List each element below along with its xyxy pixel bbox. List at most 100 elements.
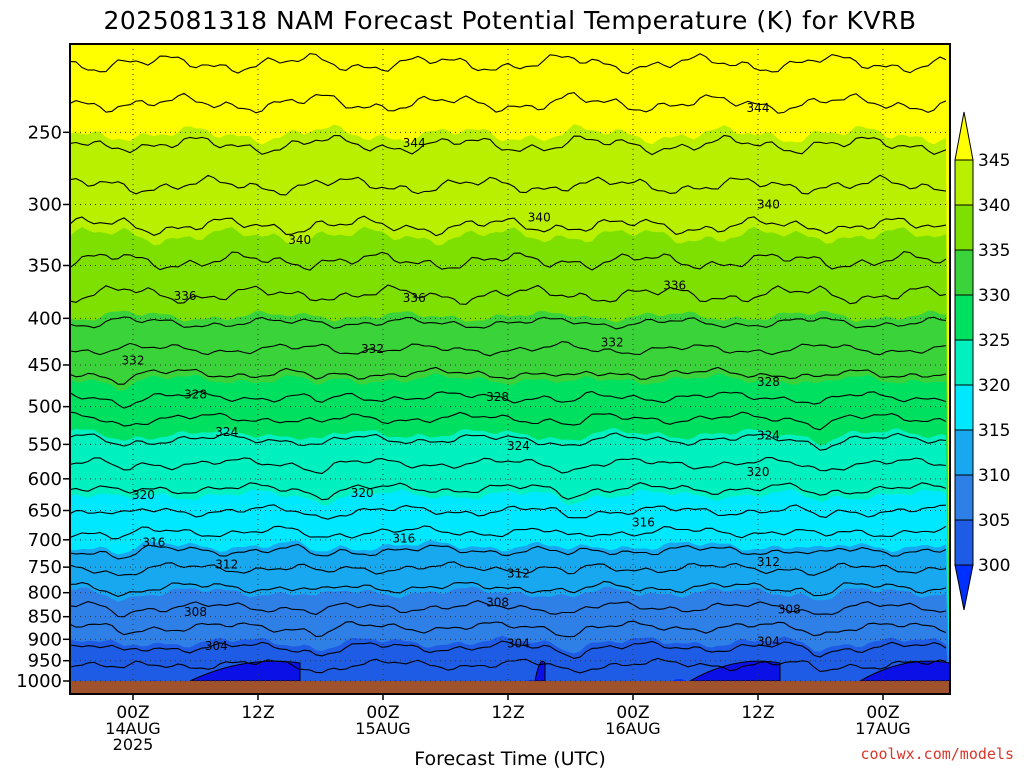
y-tick-label: 350 [28,255,62,276]
fill-band [688,660,781,682]
contour-label: 308 [184,605,207,619]
colorbar-swatch [954,519,974,566]
contour-label: 312 [215,557,238,571]
ground-fill [70,681,950,694]
x-tick-label: 15AUG [355,719,410,738]
colorbar-label: 310 [978,466,1010,486]
plot-frame [69,43,951,695]
contour-label: 340 [288,233,311,247]
y-tick-label: 300 [28,194,62,215]
contour-line [70,543,947,560]
x-tick-label: 17AUG [855,719,910,738]
contour-line [70,411,947,431]
colorbar: 300 305 310 315 320 325 330 335 340 345 [954,111,1010,611]
colorbar-label: 325 [978,331,1010,351]
contour-line [70,620,947,638]
fill-band [189,660,301,682]
contour-label: 344 [747,101,770,115]
contour-label: 332 [361,342,384,356]
contour-line [70,600,947,618]
y-tick-label: 450 [28,355,62,376]
contour-label: 320 [132,488,155,502]
colorbar-label: 300 [978,556,1010,576]
y-tick-label: 400 [28,308,62,329]
x-tick-label: 16AUG [605,719,660,738]
contour-line [70,92,947,114]
x-tick-label: 14AUG [105,719,160,738]
contour-line [70,432,947,451]
contour-label: 316 [392,532,415,546]
x-tick-label: 12Z [241,703,274,723]
contour-line [70,504,947,520]
contour-label: 332 [122,354,145,368]
contour-line [70,341,947,357]
contour-labels: 304 304 304 308 308 308 312 312 312 316 316 316 320 3… [122,101,801,653]
y-tick-label: 1000 [16,671,62,692]
contour-label: 312 [757,555,780,569]
x-tick-label: 00Z [866,703,899,723]
contour-line [70,284,947,305]
contour-line [70,580,947,597]
y-tick-label: 900 [28,629,62,650]
contour-line [70,456,947,475]
x-tick-label: 12Z [741,703,774,723]
x-tick-label: 00Z [366,703,399,723]
colorbar-label: 340 [978,196,1010,216]
x-tick-label: 2025 [113,735,154,754]
colorbar-max-arrow [954,111,974,161]
contour-label: 304 [205,639,228,653]
colorbar-swatch [954,384,974,431]
contour-line [70,251,947,271]
fill-band [534,660,546,682]
x-tick-label: 12Z [491,703,524,723]
contour-label: 320 [351,486,374,500]
colorbar-label: 335 [978,241,1010,261]
contour-label: 304 [507,637,530,651]
colorbar-swatch [954,339,974,386]
contour-label: 316 [632,515,655,529]
contour-label: 332 [601,335,624,349]
contour-label: 340 [528,210,551,224]
contour-line [70,561,947,577]
colorbar-label: 345 [978,151,1010,171]
contour-label: 336 [663,278,686,292]
y-tick-label: 850 [28,607,62,628]
contour-label: 316 [142,536,165,550]
colorbar-label: 305 [978,511,1010,531]
contour-label: 324 [757,429,780,443]
contour-line [70,53,947,75]
x-axis-title: Forecast Time (UTC) [414,748,605,768]
y-tick-label: 600 [28,469,62,490]
contour-label: 328 [757,375,780,389]
pressure-axis: 2503003504004505005506006507007508008509… [16,122,70,692]
contour-label: 308 [486,595,509,609]
contour-line [70,390,947,409]
contour-label: 304 [757,634,780,648]
colorbar-label: 330 [978,286,1010,306]
ground-layer [70,681,950,694]
contour-line [70,215,947,237]
contour-label: 344 [403,136,426,150]
y-tick-label: 950 [28,651,62,672]
contour-label: 320 [747,465,770,479]
contour-line [70,174,947,196]
x-tick-label: 00Z [616,703,649,723]
contour-label: 308 [778,603,801,617]
y-tick-label: 650 [28,501,62,522]
contour-label: 324 [507,439,530,453]
contour-label: 340 [757,197,780,211]
y-tick-label: 700 [28,530,62,551]
contour-label: 312 [507,566,530,580]
colorbar-swatch [954,294,974,341]
x-tick-label: 00Z [116,703,149,723]
contour-line [70,640,947,659]
colorbar-swatch [954,204,974,251]
contour-label: 328 [486,390,509,404]
contour-label: 324 [215,425,238,439]
contour-line [70,366,947,385]
colorbar-swatch [954,249,974,296]
y-tick-label: 500 [28,397,62,418]
y-tick-label: 550 [28,434,62,455]
